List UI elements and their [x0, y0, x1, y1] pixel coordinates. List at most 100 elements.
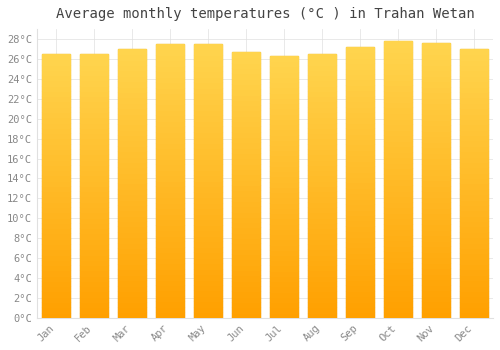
Bar — [308, 313, 336, 318]
Bar — [384, 224, 412, 229]
Bar — [42, 154, 70, 160]
Bar — [346, 161, 374, 166]
Bar — [118, 108, 146, 113]
Bar — [270, 286, 298, 292]
Bar — [384, 262, 412, 268]
Bar — [384, 274, 412, 279]
Bar — [194, 296, 222, 301]
Bar — [422, 43, 450, 318]
Bar — [460, 307, 488, 313]
Bar — [346, 85, 374, 90]
Bar — [422, 65, 450, 70]
Bar — [80, 270, 108, 276]
Bar — [118, 49, 146, 54]
Bar — [460, 264, 488, 270]
Bar — [460, 270, 488, 275]
Bar — [80, 138, 108, 144]
Bar — [80, 170, 108, 175]
Bar — [346, 112, 374, 117]
Bar — [346, 139, 374, 145]
Bar — [194, 93, 222, 99]
Bar — [346, 182, 374, 188]
Bar — [346, 69, 374, 74]
Bar — [194, 88, 222, 93]
Bar — [156, 192, 184, 197]
Bar — [384, 285, 412, 290]
Bar — [194, 307, 222, 313]
Bar — [232, 174, 260, 180]
Bar — [384, 135, 412, 141]
Bar — [384, 74, 412, 80]
Bar — [460, 178, 488, 183]
Bar — [118, 49, 146, 318]
Bar — [42, 122, 70, 128]
Bar — [422, 186, 450, 191]
Bar — [194, 137, 222, 142]
Bar — [118, 189, 146, 194]
Bar — [270, 93, 298, 98]
Bar — [422, 70, 450, 76]
Bar — [80, 254, 108, 260]
Bar — [460, 296, 488, 302]
Bar — [42, 228, 70, 233]
Bar — [42, 191, 70, 196]
Bar — [194, 121, 222, 126]
Bar — [308, 249, 336, 254]
Bar — [346, 226, 374, 231]
Bar — [460, 130, 488, 135]
Bar — [232, 238, 260, 243]
Bar — [460, 275, 488, 280]
Bar — [384, 168, 412, 174]
Bar — [346, 128, 374, 134]
Bar — [346, 285, 374, 291]
Bar — [422, 175, 450, 181]
Bar — [270, 218, 298, 224]
Bar — [270, 271, 298, 276]
Bar — [346, 145, 374, 150]
Bar — [308, 54, 336, 318]
Bar — [422, 49, 450, 54]
Bar — [460, 86, 488, 92]
Bar — [194, 148, 222, 154]
Bar — [80, 59, 108, 64]
Bar — [118, 194, 146, 200]
Bar — [308, 117, 336, 122]
Bar — [42, 149, 70, 154]
Bar — [232, 243, 260, 249]
Bar — [156, 274, 184, 280]
Bar — [308, 286, 336, 292]
Bar — [194, 104, 222, 110]
Bar — [270, 161, 298, 166]
Bar — [118, 178, 146, 183]
Bar — [384, 146, 412, 152]
Bar — [194, 219, 222, 225]
Bar — [346, 90, 374, 96]
Bar — [422, 208, 450, 213]
Bar — [232, 270, 260, 275]
Bar — [422, 257, 450, 263]
Bar — [270, 260, 298, 266]
Bar — [346, 96, 374, 101]
Bar — [80, 223, 108, 228]
Bar — [384, 107, 412, 113]
Bar — [80, 191, 108, 196]
Bar — [422, 131, 450, 136]
Bar — [308, 128, 336, 133]
Bar — [232, 185, 260, 190]
Bar — [422, 82, 450, 87]
Bar — [118, 264, 146, 270]
Bar — [232, 52, 260, 318]
Bar — [422, 142, 450, 147]
Bar — [156, 99, 184, 104]
Bar — [308, 133, 336, 138]
Bar — [422, 296, 450, 301]
Bar — [346, 264, 374, 269]
Bar — [80, 276, 108, 281]
Bar — [346, 269, 374, 274]
Bar — [232, 121, 260, 126]
Bar — [308, 212, 336, 218]
Bar — [80, 260, 108, 265]
Bar — [346, 193, 374, 199]
Bar — [80, 86, 108, 91]
Bar — [156, 219, 184, 225]
